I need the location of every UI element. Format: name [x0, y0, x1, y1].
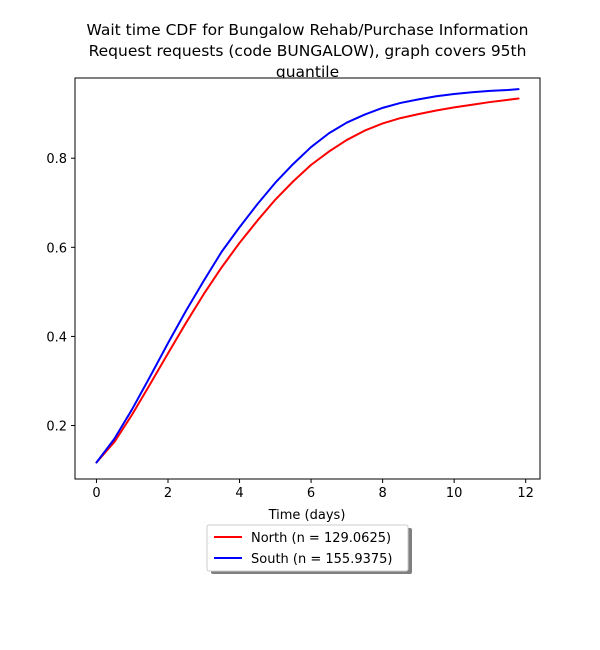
- series-line-south: [95, 88, 520, 464]
- y-tick-label: 0.8: [46, 152, 67, 167]
- x-tick-label: 4: [235, 486, 243, 501]
- chart-title: Wait time CDF for Bungalow Rehab/Purchas…: [0, 20, 600, 83]
- x-tick-label: 8: [378, 486, 386, 501]
- y-tick-label: 0.2: [46, 420, 67, 435]
- chart-title-line-3: quantile: [275, 63, 340, 81]
- x-tick-label: 10: [446, 486, 463, 501]
- axes-layer: 0 2 4 6 8 10 12 0.2 0.4 0.6 0.8: [46, 152, 534, 501]
- y-tick-label: 0.4: [46, 330, 67, 345]
- x-tick-label: 12: [517, 486, 534, 501]
- series-layer: [95, 88, 520, 464]
- x-tick-label: 6: [307, 486, 315, 501]
- series-line-north: [95, 97, 520, 464]
- legend-box: [206, 524, 409, 572]
- chart-title-line-2: Request requests (code BUNGALOW), graph …: [88, 42, 527, 60]
- chart-title-line-1: Wait time CDF for Bungalow Rehab/Purchas…: [86, 21, 529, 39]
- legend-label-north: North (n = 129.0625): [251, 531, 391, 546]
- legend: North (n = 129.0625) South (n = 155.9375…: [206, 524, 412, 574]
- x-tick-label: 0: [92, 486, 100, 501]
- y-tick-label: 0.6: [46, 241, 67, 256]
- x-tick-label: 2: [164, 486, 172, 501]
- legend-label-south: South (n = 155.9375): [251, 552, 392, 567]
- x-axis-label: Time (days): [268, 508, 346, 523]
- plot-area: [74, 77, 541, 480]
